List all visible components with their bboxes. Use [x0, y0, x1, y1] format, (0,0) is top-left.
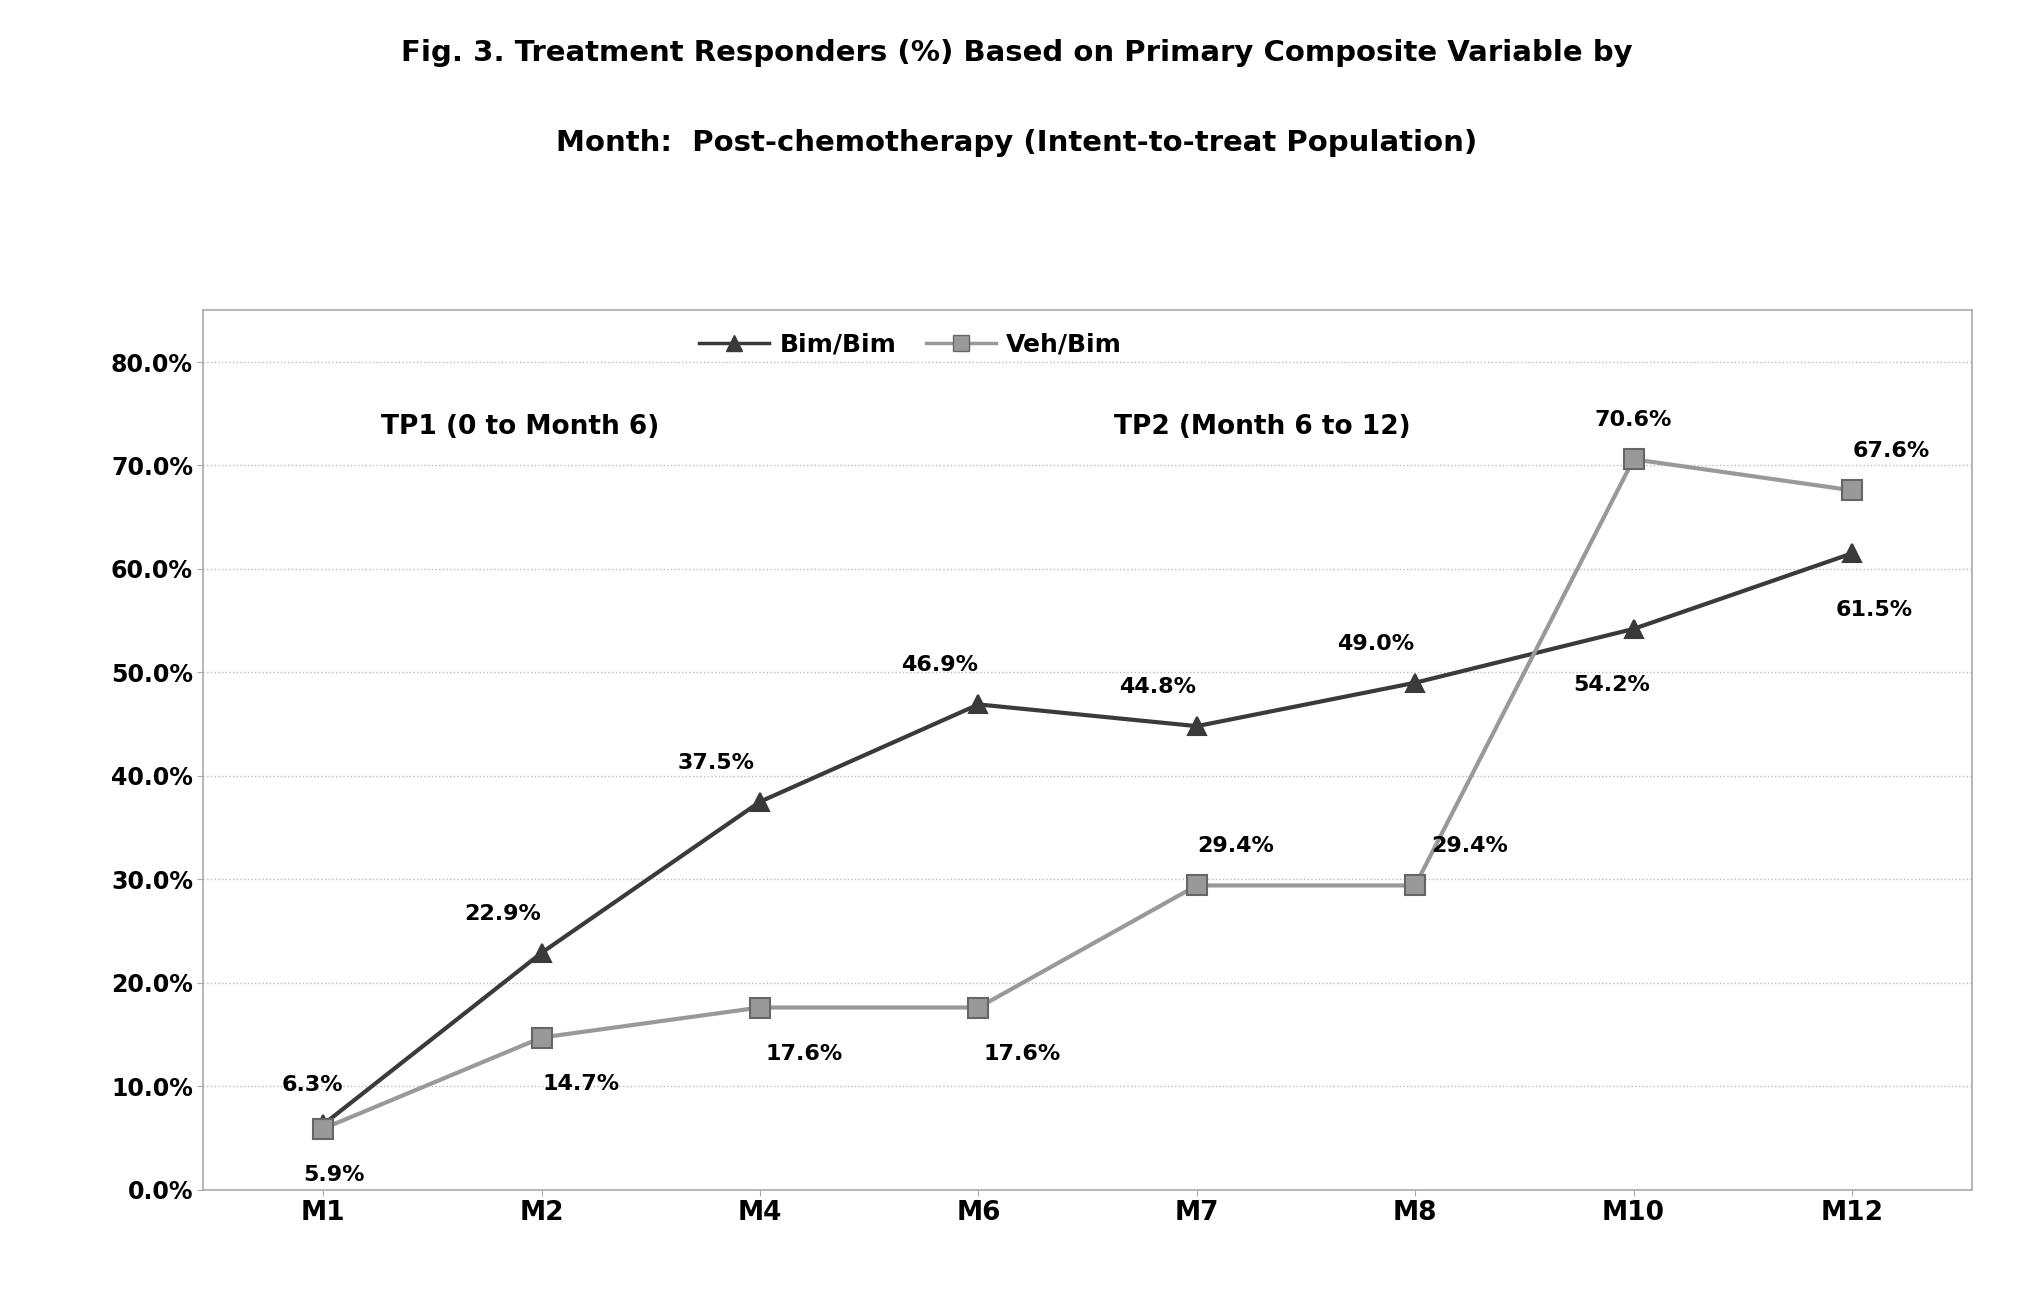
Text: 14.7%: 14.7% — [543, 1073, 620, 1094]
Text: 49.0%: 49.0% — [1337, 634, 1414, 654]
Text: 54.2%: 54.2% — [1573, 675, 1650, 696]
Text: 17.6%: 17.6% — [764, 1043, 841, 1064]
Text: 22.9%: 22.9% — [463, 904, 541, 923]
Text: 44.8%: 44.8% — [1118, 678, 1195, 697]
Text: 29.4%: 29.4% — [1197, 837, 1274, 856]
Text: 70.6%: 70.6% — [1593, 410, 1672, 431]
Text: TP2 (Month 6 to 12): TP2 (Month 6 to 12) — [1114, 415, 1410, 441]
Text: 17.6%: 17.6% — [983, 1043, 1061, 1064]
Text: 61.5%: 61.5% — [1835, 600, 1912, 619]
Text: Month:  Post-chemotherapy (Intent-to-treat Population): Month: Post-chemotherapy (Intent-to-trea… — [555, 129, 1477, 158]
Text: 46.9%: 46.9% — [900, 656, 977, 675]
Text: 37.5%: 37.5% — [677, 753, 754, 773]
Text: 6.3%: 6.3% — [282, 1076, 343, 1095]
Text: 5.9%: 5.9% — [303, 1165, 366, 1184]
Text: 29.4%: 29.4% — [1431, 837, 1508, 856]
Text: TP1 (0 to Month 6): TP1 (0 to Month 6) — [380, 415, 658, 441]
Text: 67.6%: 67.6% — [1851, 441, 1928, 462]
Legend: Bim/Bim, Veh/Bim: Bim/Bim, Veh/Bim — [689, 323, 1132, 367]
Text: Fig. 3. Treatment Responders (%) Based on Primary Composite Variable by: Fig. 3. Treatment Responders (%) Based o… — [400, 39, 1632, 67]
